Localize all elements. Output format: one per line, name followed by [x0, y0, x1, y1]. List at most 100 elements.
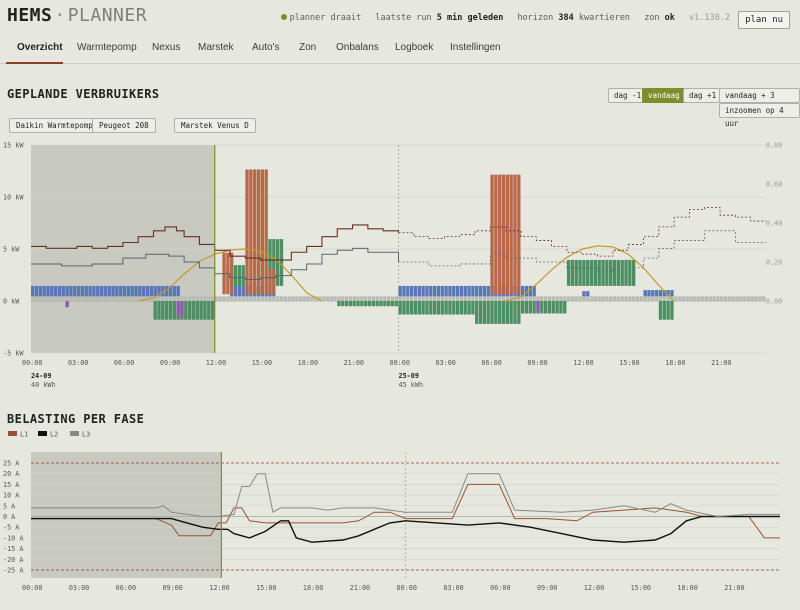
battery-discharge-bar: [356, 301, 360, 307]
car-charge-bar: [164, 285, 169, 297]
base-load-bar: [681, 296, 686, 301]
battery-discharge-bar: [199, 301, 203, 320]
car-charge-bar: [670, 290, 674, 297]
heatpump-bar: [245, 169, 249, 295]
status-dot-icon: [280, 14, 287, 20]
x-tick-label: 15:00: [252, 359, 272, 367]
legend-swatch-l3: [70, 431, 79, 436]
tab-instellingen[interactable]: Instellingen: [450, 42, 501, 53]
car-charge-bar: [436, 285, 441, 297]
car-charge-bar: [46, 285, 50, 297]
car-charge-bar: [444, 285, 448, 297]
day-date-label: 25-09: [399, 372, 419, 380]
legend-label-l1: L1: [20, 431, 28, 439]
base-load-bar: [237, 296, 242, 301]
car-charge-bar: [34, 285, 39, 297]
day-energy-label: 45 kWh: [399, 381, 424, 388]
base-load-bar: [92, 296, 96, 301]
consumer-chip-car[interactable]: Peugeot 208: [92, 118, 156, 133]
brand-main: HEMS: [7, 5, 53, 26]
battery-discharge-bar: [494, 301, 498, 324]
base-load-bar: [517, 296, 521, 301]
x-tick-label: 15:00: [631, 584, 651, 592]
base-load-bar: [459, 296, 464, 301]
base-load-bar: [601, 296, 605, 301]
y-tick-label: 25 A: [3, 460, 19, 468]
battery-discharge-bar: [448, 301, 452, 315]
base-load-bar: [375, 296, 379, 301]
brand-separator: ·: [54, 5, 66, 26]
battery-discharge-bar: [532, 301, 536, 314]
base-load-bar: [210, 296, 215, 301]
battery-charge-bar: [279, 239, 284, 286]
battery-discharge-bar: [390, 301, 395, 307]
battery-discharge-bar: [153, 301, 157, 320]
heatpump-bar: [513, 174, 517, 295]
zoom-4h-button[interactable]: inzoomen op 4 uur: [719, 103, 800, 128]
car-charge-bar: [432, 285, 437, 297]
x-tick-label: 21:00: [724, 584, 744, 592]
battery-discharge-bar: [187, 301, 192, 320]
battery-export-bar: [536, 301, 540, 312]
y-tick-label: 15 kW: [3, 142, 24, 150]
battery-discharge-bar: [486, 301, 490, 324]
base-load-bar: [364, 296, 368, 301]
consumer-chip-heatpump[interactable]: Daikin Warmtepomp: [9, 118, 100, 133]
battery-discharge-bar: [161, 301, 165, 320]
x-tick-label: 21:00: [350, 584, 370, 592]
base-load-bar: [432, 296, 437, 301]
range-button-today-plus-3[interactable]: vandaag + 3 dagen: [719, 88, 800, 113]
battery-discharge-bar: [341, 301, 345, 307]
battery-discharge-bar: [501, 301, 506, 324]
base-load-bar: [563, 296, 567, 301]
tab-zon[interactable]: Zon: [299, 42, 317, 53]
base-load-bar: [306, 296, 310, 301]
tab-nexus[interactable]: Nexus: [152, 42, 181, 53]
car-charge-bar: [176, 285, 180, 297]
base-load-bar: [46, 296, 50, 301]
consumer-chip-battery[interactable]: Marstek Venus D: [174, 118, 256, 133]
car-charge-bar: [122, 285, 127, 297]
base-load-bar: [582, 296, 586, 301]
car-charge-bar: [475, 285, 479, 297]
base-load-bar: [180, 296, 184, 301]
base-load-bar: [521, 296, 525, 301]
tab-marstek[interactable]: Marstek: [198, 42, 234, 53]
tab-overzicht[interactable]: Overzicht: [17, 42, 63, 53]
y2-tick-label: 0,20: [766, 259, 782, 267]
battery-discharge-bar: [498, 301, 502, 324]
base-load-bar: [153, 296, 157, 301]
battery-charge-bar: [624, 259, 628, 286]
base-load-bar: [406, 296, 410, 301]
range-button-today[interactable]: vandaag: [642, 88, 686, 103]
car-charge-bar: [241, 285, 245, 297]
base-load-bar: [333, 296, 337, 301]
legend-swatch-l2: [38, 431, 47, 436]
base-load-bar: [612, 296, 617, 301]
base-load-bar: [429, 296, 433, 301]
car-charge-bar: [88, 285, 92, 297]
x-tick-label: 12:00: [206, 359, 226, 367]
base-load-bar: [501, 296, 506, 301]
base-load-bar: [471, 296, 475, 301]
x-tick-label: 06:00: [490, 584, 510, 592]
tab-logboek[interactable]: Logboek: [395, 42, 434, 53]
base-load-bar: [264, 296, 268, 301]
day-energy-label: 40 kWh: [31, 381, 56, 388]
battery-discharge-bar: [402, 301, 406, 315]
horizon: horizon 384 kwartieren: [517, 13, 631, 23]
battery-discharge-bar: [429, 301, 433, 315]
battery-charge-bar: [586, 259, 590, 286]
base-load-bar: [743, 296, 747, 301]
battery-discharge-bar: [375, 301, 379, 307]
heatpump-bar: [264, 169, 268, 295]
tab-autos[interactable]: Auto's: [252, 42, 280, 53]
base-load-bar: [329, 296, 333, 301]
plan-now-button[interactable]: plan nu: [738, 11, 790, 29]
car-charge-bar: [467, 285, 471, 297]
x-tick-label: 18:00: [298, 359, 318, 367]
base-load-bar: [195, 296, 199, 301]
tab-onbalans[interactable]: Onbalans: [336, 42, 379, 53]
range-button-next-day[interactable]: dag +1: [683, 88, 723, 103]
tab-warmtepomp[interactable]: Warmtepomp: [77, 42, 137, 53]
